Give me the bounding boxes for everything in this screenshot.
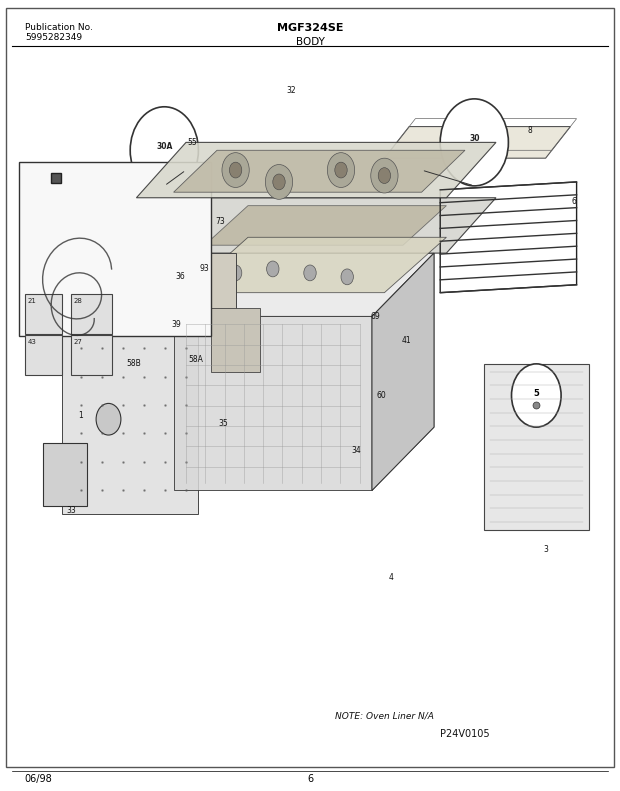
Text: 33: 33 xyxy=(66,505,76,515)
Text: 55: 55 xyxy=(187,138,197,147)
Text: 93: 93 xyxy=(200,264,210,274)
Text: 58B: 58B xyxy=(126,359,141,369)
Text: 4: 4 xyxy=(388,573,393,582)
Text: 30: 30 xyxy=(469,134,479,143)
Circle shape xyxy=(265,165,293,199)
Circle shape xyxy=(440,99,508,186)
Text: 69: 69 xyxy=(370,312,380,321)
Circle shape xyxy=(273,174,285,190)
Polygon shape xyxy=(174,316,372,490)
Circle shape xyxy=(229,265,242,281)
Text: 5: 5 xyxy=(533,389,539,399)
Text: NOTE: Oven Liner N/A: NOTE: Oven Liner N/A xyxy=(335,711,433,721)
Text: 39: 39 xyxy=(172,320,182,329)
Bar xyxy=(19,162,211,336)
Text: 1: 1 xyxy=(78,411,83,420)
Circle shape xyxy=(341,269,353,285)
Text: 21: 21 xyxy=(28,298,37,304)
Bar xyxy=(71,335,112,375)
Polygon shape xyxy=(372,253,434,490)
Polygon shape xyxy=(174,253,236,316)
Circle shape xyxy=(222,153,249,187)
Circle shape xyxy=(512,364,561,427)
Text: 43: 43 xyxy=(28,339,37,345)
Circle shape xyxy=(96,403,121,435)
Text: 6: 6 xyxy=(307,774,313,784)
Circle shape xyxy=(371,158,398,193)
Text: 28: 28 xyxy=(73,298,82,304)
Polygon shape xyxy=(174,150,465,192)
Text: 60: 60 xyxy=(376,391,386,400)
Polygon shape xyxy=(384,127,570,158)
Bar xyxy=(71,294,112,334)
Text: 41: 41 xyxy=(401,335,411,345)
Polygon shape xyxy=(174,253,434,316)
Polygon shape xyxy=(136,142,496,198)
Text: 06/98: 06/98 xyxy=(25,774,53,784)
Polygon shape xyxy=(62,332,198,514)
Polygon shape xyxy=(205,206,446,245)
Circle shape xyxy=(327,153,355,187)
Text: 58A: 58A xyxy=(188,355,203,365)
Polygon shape xyxy=(372,253,434,490)
Polygon shape xyxy=(211,308,260,372)
Text: BODY: BODY xyxy=(296,37,324,47)
Bar xyxy=(25,335,62,375)
Text: Publication No.: Publication No. xyxy=(25,23,92,32)
Text: 8: 8 xyxy=(528,126,533,135)
Circle shape xyxy=(130,107,198,194)
Polygon shape xyxy=(43,443,87,506)
Text: 73: 73 xyxy=(215,217,225,226)
Text: 35: 35 xyxy=(218,418,228,428)
Polygon shape xyxy=(484,364,589,530)
Text: 32: 32 xyxy=(286,86,296,96)
Text: MGF324SE: MGF324SE xyxy=(277,23,343,32)
Text: 36: 36 xyxy=(175,272,185,282)
Text: P24V0105: P24V0105 xyxy=(440,729,490,739)
Text: 34: 34 xyxy=(352,446,361,456)
Polygon shape xyxy=(155,198,496,253)
Text: 30A: 30A xyxy=(156,142,172,151)
Circle shape xyxy=(229,162,242,178)
Text: 5995282349: 5995282349 xyxy=(25,33,82,43)
Circle shape xyxy=(304,265,316,281)
Bar xyxy=(25,294,62,334)
Polygon shape xyxy=(186,237,446,293)
Text: 27: 27 xyxy=(73,339,82,345)
Text: 6: 6 xyxy=(571,197,576,206)
Circle shape xyxy=(378,168,391,184)
Circle shape xyxy=(267,261,279,277)
Text: 3: 3 xyxy=(543,545,548,554)
Circle shape xyxy=(335,162,347,178)
